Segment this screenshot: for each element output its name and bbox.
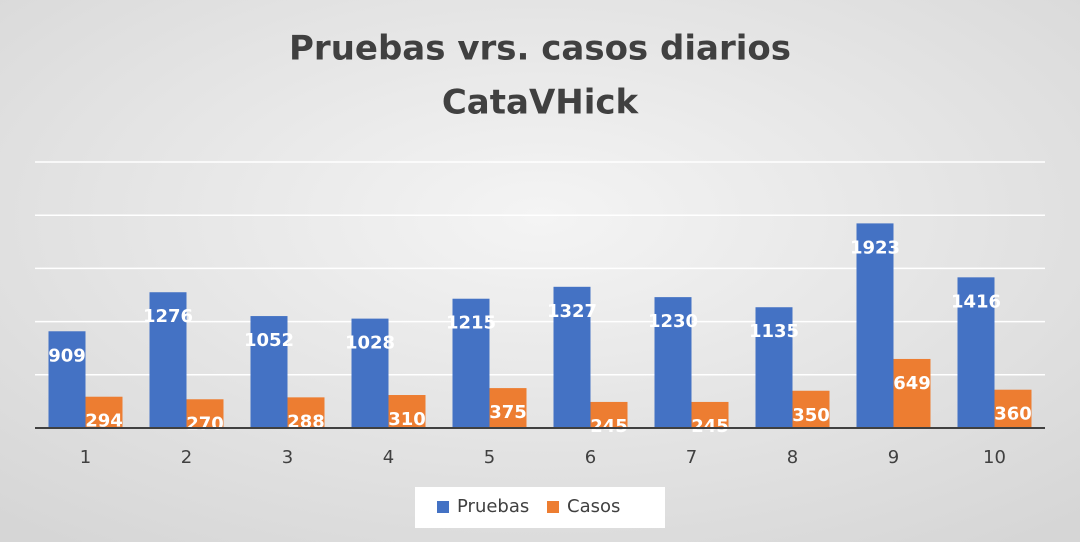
bar <box>994 389 1032 428</box>
value-label: 649 <box>893 373 931 394</box>
legend-box <box>415 487 665 528</box>
value-label: 1276 <box>143 306 193 327</box>
x-tick-label: 7 <box>686 447 697 468</box>
value-label: 1135 <box>749 321 799 342</box>
bar <box>388 395 426 428</box>
bar <box>553 286 591 428</box>
bar <box>893 358 931 428</box>
bar <box>755 307 793 428</box>
bar <box>691 401 729 428</box>
bar <box>489 388 527 428</box>
value-label: 245 <box>691 416 729 437</box>
value-label: 909 <box>48 345 86 366</box>
value-label: 288 <box>287 411 325 432</box>
x-tick-label: 9 <box>888 447 899 468</box>
value-label: 350 <box>792 405 830 426</box>
value-label: 375 <box>489 402 527 423</box>
legend-swatch <box>547 501 559 513</box>
value-label: 360 <box>994 404 1032 425</box>
bar <box>351 318 389 428</box>
bar <box>250 316 288 428</box>
bar <box>856 223 894 428</box>
value-label: 1028 <box>345 333 395 354</box>
value-label: 310 <box>388 409 426 430</box>
legend-swatch <box>437 501 449 513</box>
bar <box>287 397 325 428</box>
bar <box>792 390 830 428</box>
legend-label: Pruebas <box>457 496 529 517</box>
x-tick-label: 5 <box>484 447 495 468</box>
value-label: 1923 <box>850 237 900 258</box>
value-label: 1052 <box>244 330 294 351</box>
chart-title: Pruebas vrs. casos diarios <box>289 29 791 69</box>
value-label: 270 <box>186 413 224 434</box>
value-label: 1327 <box>547 301 597 322</box>
x-tick-label: 3 <box>282 447 293 468</box>
value-label: 1416 <box>951 291 1001 312</box>
value-label: 1215 <box>446 313 496 334</box>
x-tick-label: 2 <box>181 447 192 468</box>
bar <box>48 331 86 428</box>
value-label: 245 <box>590 416 628 437</box>
x-tick-label: 6 <box>585 447 596 468</box>
legend-label: Casos <box>567 496 620 517</box>
x-tick-label: 1 <box>80 447 91 468</box>
bar <box>957 277 995 428</box>
x-tick-label: 8 <box>787 447 798 468</box>
bar <box>654 297 692 428</box>
chart-title: CataVHick <box>442 83 640 123</box>
x-tick-label: 4 <box>383 447 394 468</box>
x-tick-label: 10 <box>983 447 1006 468</box>
bar <box>85 396 123 428</box>
bar <box>452 298 490 428</box>
bar <box>590 401 628 428</box>
value-label: 294 <box>85 411 123 432</box>
value-label: 1230 <box>648 311 698 332</box>
bar <box>186 399 224 428</box>
bar <box>149 292 187 428</box>
